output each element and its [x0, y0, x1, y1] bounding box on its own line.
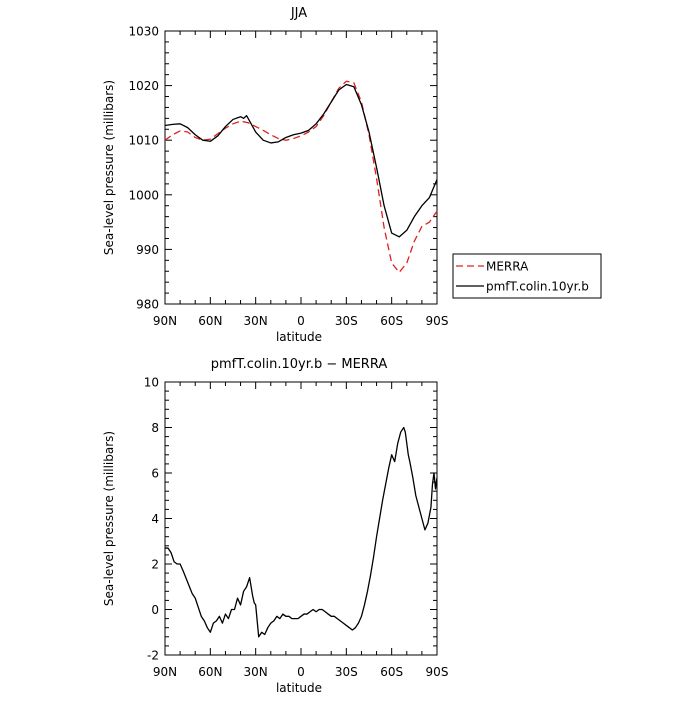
- x-tick-label: 30S: [335, 665, 358, 679]
- y-tick-label: 6: [151, 467, 159, 481]
- y-tick-label: 10: [144, 376, 159, 390]
- x-tick-label: 30N: [244, 665, 268, 679]
- x-tick-label: 0: [297, 665, 305, 679]
- y-tick-label: 0: [151, 603, 159, 617]
- chart-title: pmfT.colin.10yr.b − MERRA: [211, 357, 388, 372]
- x-tick-label: 30S: [335, 314, 358, 328]
- x-tick-label: 90S: [426, 314, 449, 328]
- chart-panel-1: JJA 90N 60N 30N 0 30S 60S 90S 980 990 1000 1010 1020…: [102, 6, 602, 344]
- x-tick-label: 90N: [153, 314, 177, 328]
- x-tick-label: 90S: [426, 665, 449, 679]
- y-tick-label: 2: [151, 558, 159, 572]
- y-tick-label: 8: [151, 421, 159, 435]
- y-tick-label: 1030: [128, 25, 159, 39]
- x-tick-label: 60S: [380, 314, 403, 328]
- plot-frame: [164, 381, 438, 656]
- plot-frame: [164, 30, 438, 305]
- y-tick-label: 4: [151, 512, 159, 526]
- legend-box: [452, 253, 602, 299]
- x-tick-label: 0: [297, 314, 305, 328]
- chart-title: JJA: [290, 6, 307, 21]
- series-line-2: [164, 83, 438, 238]
- x-tick-label: 30N: [244, 314, 268, 328]
- x-tick-label: 60N: [198, 665, 222, 679]
- y-axis-label: Sea-level pressure (millibars): [102, 431, 116, 606]
- y-tick-label: -2: [147, 649, 159, 663]
- legend-label: MERRA: [486, 260, 529, 274]
- y-tick-label: 980: [136, 298, 159, 312]
- series-line-1: [164, 80, 438, 273]
- x-tick-label: 60S: [380, 665, 403, 679]
- legend-label: pmfT.colin.10yr.b: [486, 280, 589, 294]
- x-axis-label: latitude: [276, 681, 322, 695]
- series-line-1: [165, 426, 438, 638]
- legend: MERRA pmfT.colin.10yr.b: [452, 253, 602, 299]
- y-tick-label: 1000: [128, 188, 159, 202]
- x-tick-label: 90N: [153, 665, 177, 679]
- y-tick-label: 1020: [128, 79, 159, 93]
- y-tick-label: 990: [136, 243, 159, 257]
- y-axis-label: Sea-level pressure (millibars): [102, 80, 116, 255]
- y-tick-label: 1010: [128, 134, 159, 148]
- x-tick-label: 60N: [198, 314, 222, 328]
- x-axis-label: latitude: [276, 330, 322, 344]
